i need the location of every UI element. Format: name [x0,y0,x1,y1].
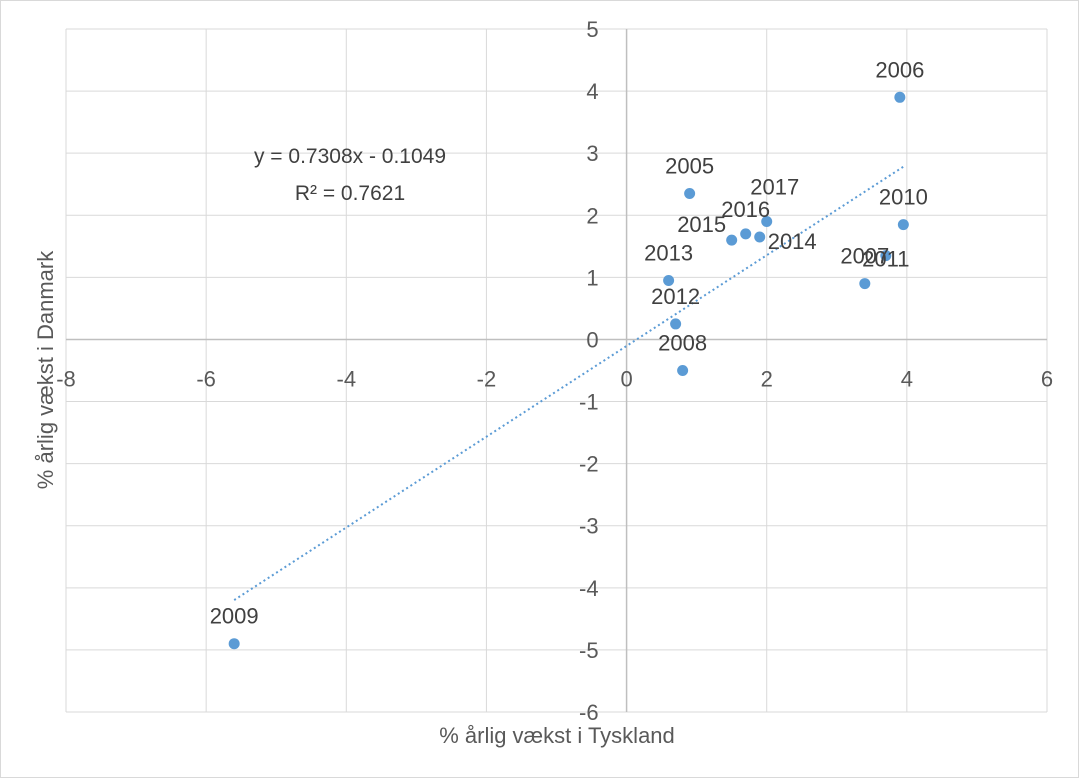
data-label-2008: 2008 [658,331,707,356]
data-label-2016: 2016 [721,197,770,222]
data-label-2005: 2005 [665,154,714,179]
data-label-2007: 2007 [840,244,889,269]
data-points [228,91,909,650]
data-label-2017: 2017 [750,174,799,199]
data-point-2017 [761,215,773,227]
data-point-2006 [894,91,906,103]
data-label-2011: 2011 [862,247,909,272]
y-tick-label: 3 [586,141,598,166]
tick-labels: -8 -6 -4 -2 0 2 4 6 5 4 3 2 1 0 -1 -2 -3 -4 -5 -6 [56,17,1053,725]
data-label-2013: 2013 [644,240,693,265]
y-tick-label: -2 [579,452,599,477]
data-point-2013 [663,274,675,286]
x-tick-label: -4 [337,366,357,391]
trendline-equation: y = 0.7308x - 0.1049 [254,145,446,168]
data-point-2011 [880,250,892,262]
data-label-2014: 2014 [768,229,817,254]
x-axis-title: % årlig vækst i Tyskland [439,723,675,748]
x-tick-label: 0 [620,366,632,391]
data-point-2014 [754,231,766,243]
data-point-2007 [859,278,871,290]
data-label-2015: 2015 [677,212,726,237]
data-point-2009 [228,638,240,650]
x-tick-label: -6 [196,366,216,391]
y-tick-label: -1 [579,390,599,415]
data-point-2015 [726,234,738,246]
x-tick-label: 2 [761,366,773,391]
x-tick-label: -8 [56,366,76,391]
data-label-2012: 2012 [651,284,700,309]
y-tick-label: -3 [579,514,599,539]
y-tick-label: 2 [586,203,598,228]
x-tick-label: -2 [477,366,497,391]
y-tick-label: 5 [586,17,598,42]
y-tick-label: -6 [579,700,599,725]
data-label-2006: 2006 [875,57,924,82]
trendline-r-squared: R² = 0.7621 [295,182,405,205]
data-label-2009: 2009 [210,604,259,629]
data-point-2012 [670,318,682,330]
y-axis-title: % årlig vækst i Danmark [33,250,58,489]
y-tick-label: 0 [586,327,598,352]
y-tick-label: -5 [579,638,599,663]
data-point-2008 [677,365,689,376]
x-tick-label: 4 [901,366,913,391]
data-point-2005 [684,188,696,200]
y-tick-label: -4 [579,576,599,601]
y-tick-label: 4 [586,79,598,104]
data-point-2016 [740,228,752,240]
x-tick-label: 6 [1041,366,1053,391]
data-point-2010 [897,219,909,231]
data-label-2010: 2010 [879,185,928,210]
axis-layer [66,29,1047,712]
y-tick-label: 1 [586,265,598,290]
